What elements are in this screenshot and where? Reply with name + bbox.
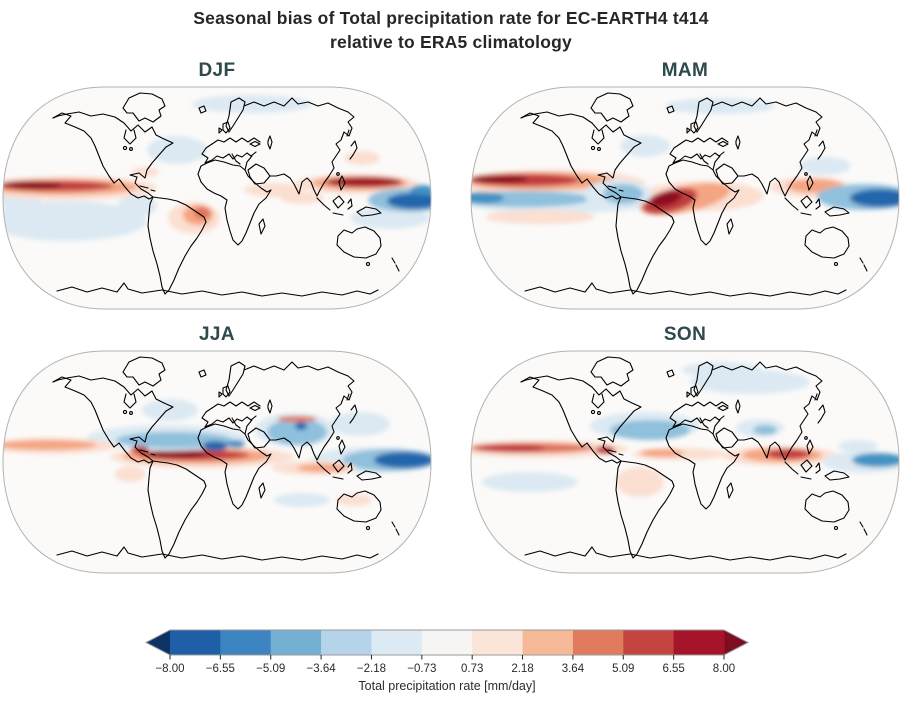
colorbar: −8.00 −6.55 −5.09 −3.64 −2.18 −0.73 0.73 2.18 3.… bbox=[0, 625, 902, 701]
colorbar-tick-label: −0.73 bbox=[407, 663, 436, 675]
colorbar-tick-label: 3.64 bbox=[562, 663, 585, 675]
panel-jja: JJA bbox=[2, 322, 432, 574]
colorbar-axis-label: Total precipitation rate [mm/day] bbox=[358, 679, 535, 693]
colorbar-tick-label: −2.18 bbox=[357, 663, 386, 675]
colorbar-tick-label: 2.18 bbox=[511, 663, 533, 675]
figure-title-line1: Seasonal bias of Total precipitation rat… bbox=[193, 8, 709, 28]
colorbar-body bbox=[144, 629, 750, 656]
panel-title-jja: JJA bbox=[198, 324, 236, 345]
colorbar-tick-label: 6.55 bbox=[662, 663, 684, 675]
panel-title-djf: DJF bbox=[198, 60, 236, 81]
colorbar-tick-label: 5.09 bbox=[612, 663, 634, 675]
world-map-djf bbox=[2, 86, 432, 310]
panel-title-son: SON bbox=[663, 324, 707, 345]
panel-djf: DJF bbox=[2, 58, 432, 310]
panel-son: SON bbox=[470, 322, 900, 574]
panel-mam: MAM bbox=[470, 58, 900, 310]
colorbar-svg: −8.00 −6.55 −5.09 −3.64 −2.18 −0.73 0.73 2.18 3.… bbox=[144, 629, 750, 693]
colorbar-tick-label: 8.00 bbox=[713, 663, 735, 675]
colorbar-tick-label: −5.09 bbox=[256, 663, 285, 675]
figure-title: Seasonal bias of Total precipitation rat… bbox=[0, 0, 902, 54]
colorbar-tick-label: −3.64 bbox=[307, 663, 337, 675]
figure-title-line2: relative to ERA5 climatology bbox=[330, 32, 572, 52]
panel-grid: DJF MAM JJA bbox=[2, 58, 900, 574]
colorbar-tick-label: −6.55 bbox=[206, 663, 235, 675]
colorbar-ticks: −8.00 −6.55 −5.09 −3.64 −2.18 −0.73 0.73 2.18 3.… bbox=[155, 655, 735, 675]
colorbar-tick-label: −8.00 bbox=[155, 663, 184, 675]
colorbar-tick-label: 0.73 bbox=[461, 663, 483, 675]
world-map-jja bbox=[2, 350, 432, 574]
panel-title-mam: MAM bbox=[661, 60, 709, 81]
world-map-mam bbox=[470, 86, 900, 310]
world-map-son bbox=[470, 350, 900, 574]
